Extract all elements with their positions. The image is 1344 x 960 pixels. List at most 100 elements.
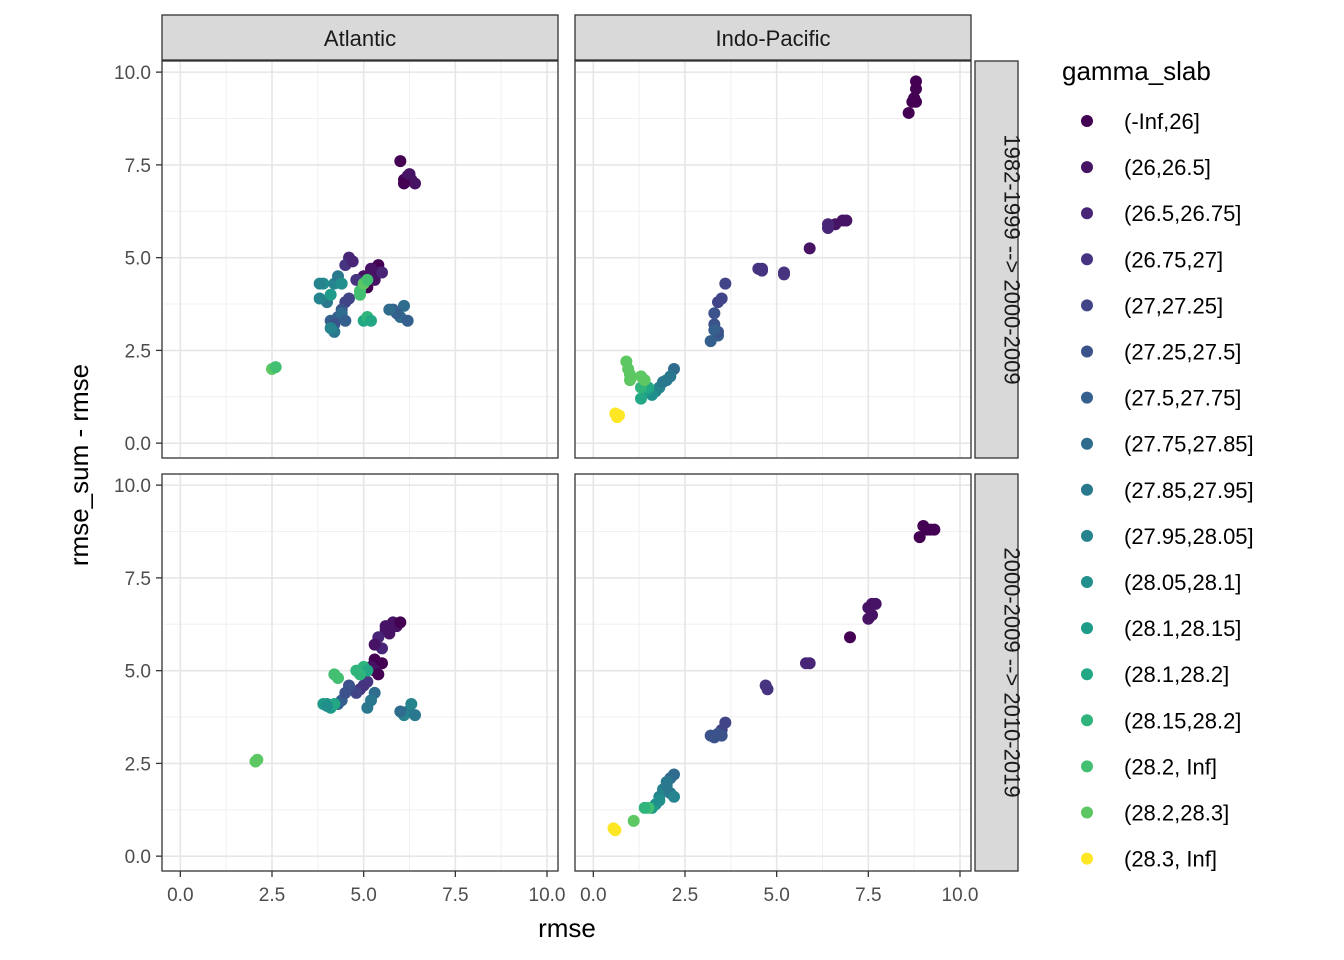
data-point bbox=[869, 597, 882, 610]
data-point bbox=[910, 82, 922, 95]
y-tick-label: 7.5 bbox=[125, 156, 151, 177]
legend-label: (28.1,28.15] bbox=[1124, 616, 1241, 641]
data-point bbox=[313, 292, 326, 305]
data-point bbox=[394, 155, 407, 168]
data-point bbox=[405, 698, 418, 711]
data-point bbox=[398, 299, 410, 312]
data-point bbox=[365, 314, 377, 327]
legend-label: (26.75,27] bbox=[1124, 247, 1223, 272]
y-axis-title: rmse_sum - rmse bbox=[64, 364, 94, 566]
legend-key bbox=[1081, 576, 1093, 588]
data-point bbox=[368, 638, 381, 651]
legend-label: (27.25,27.5] bbox=[1124, 340, 1241, 365]
data-point bbox=[354, 668, 366, 681]
legend-label: (28.2,28.3] bbox=[1124, 801, 1229, 826]
y-tick-label: 7.5 bbox=[125, 569, 151, 590]
y-tick-label: 2.5 bbox=[125, 341, 151, 362]
legend-key bbox=[1081, 299, 1093, 312]
data-point bbox=[635, 392, 647, 405]
data-point bbox=[403, 168, 416, 181]
data-point bbox=[719, 277, 732, 290]
y-tick-label: 10.0 bbox=[114, 476, 151, 497]
data-point bbox=[339, 314, 352, 327]
facet-panel: 0.0 2.5 5.0 7.5 10.0 bbox=[114, 60, 559, 459]
data-point bbox=[324, 322, 337, 335]
data-point bbox=[715, 729, 728, 742]
facet-strip-column bbox=[161, 14, 559, 61]
legend-key bbox=[1081, 483, 1093, 496]
data-point bbox=[376, 657, 388, 670]
facet-panel bbox=[574, 60, 972, 459]
data-point bbox=[321, 699, 333, 712]
data-point bbox=[928, 523, 941, 536]
facet-strip-column-label: Atlantic bbox=[324, 26, 396, 51]
legend-label: (27.5,27.75] bbox=[1124, 386, 1241, 411]
data-point bbox=[844, 631, 856, 644]
data-point bbox=[638, 801, 651, 814]
panel-border bbox=[574, 60, 972, 459]
data-point bbox=[660, 779, 673, 792]
facet-strip-column-label: Indo-Pacific bbox=[716, 26, 831, 51]
data-point bbox=[708, 307, 721, 320]
legend-label: (26,26.5] bbox=[1124, 155, 1211, 180]
data-point bbox=[313, 277, 326, 290]
y-tick-label: 0.0 bbox=[125, 434, 151, 455]
data-point bbox=[704, 335, 717, 348]
data-point bbox=[335, 277, 348, 290]
x-tick-label: 2.5 bbox=[672, 885, 698, 906]
data-point bbox=[339, 686, 352, 699]
data-point bbox=[398, 177, 410, 190]
x-tick-label: 7.5 bbox=[855, 885, 881, 906]
legend-key bbox=[1081, 391, 1093, 404]
facet-strip-row-label: 1982-1999 --> 2000-2009 bbox=[1000, 134, 1025, 384]
data-point bbox=[803, 657, 816, 670]
y-tick-label: 5.0 bbox=[125, 249, 151, 270]
legend-label: (27.95,28.05] bbox=[1124, 524, 1254, 549]
data-point bbox=[902, 106, 915, 119]
legend-title: gamma_slab bbox=[1062, 56, 1211, 86]
legend-key bbox=[1081, 529, 1093, 542]
data-point bbox=[913, 531, 926, 544]
data-point bbox=[409, 709, 421, 722]
legend-key bbox=[1081, 714, 1093, 727]
legend-label: (28.2, Inf] bbox=[1124, 754, 1217, 779]
legend-key bbox=[1081, 253, 1093, 266]
data-point bbox=[376, 266, 388, 279]
data-point bbox=[269, 361, 282, 374]
data-point bbox=[383, 303, 396, 316]
legend-key bbox=[1081, 852, 1093, 865]
facet-strip-row-label: 2000-2009 --> 2010-2019 bbox=[1000, 547, 1025, 797]
y-tick-label: 2.5 bbox=[125, 754, 151, 775]
data-point bbox=[653, 794, 666, 807]
x-axis-title: rmse bbox=[538, 913, 596, 943]
data-point bbox=[761, 683, 774, 696]
data-point bbox=[346, 255, 359, 268]
data-point bbox=[756, 264, 768, 277]
data-point bbox=[372, 668, 385, 681]
x-tick-label: 0.0 bbox=[580, 885, 606, 906]
data-point bbox=[803, 242, 816, 255]
legend-key bbox=[1081, 437, 1093, 450]
legend-key bbox=[1081, 207, 1093, 220]
legend-key bbox=[1081, 668, 1093, 681]
x-tick-label: 10.0 bbox=[942, 885, 979, 906]
facet-panel: 0.0 2.5 5.0 7.5 10.0 bbox=[574, 473, 979, 906]
legend-label: (-Inf,26] bbox=[1124, 109, 1200, 134]
x-tick-label: 2.5 bbox=[259, 885, 285, 906]
legend-key bbox=[1081, 161, 1093, 174]
data-point bbox=[657, 375, 669, 388]
data-point bbox=[365, 262, 377, 275]
y-tick-label: 10.0 bbox=[114, 63, 151, 84]
legend-label: (27,27.25] bbox=[1124, 293, 1223, 318]
x-tick-label: 7.5 bbox=[442, 885, 468, 906]
x-tick-label: 5.0 bbox=[350, 885, 376, 906]
data-point bbox=[409, 177, 421, 190]
panel-background bbox=[575, 61, 971, 458]
y-tick-label: 5.0 bbox=[125, 662, 151, 683]
data-point bbox=[394, 705, 407, 718]
data-point bbox=[401, 314, 414, 327]
data-point bbox=[613, 409, 625, 422]
facet-strip-row bbox=[974, 473, 1019, 872]
x-tick-label: 10.0 bbox=[529, 885, 566, 906]
